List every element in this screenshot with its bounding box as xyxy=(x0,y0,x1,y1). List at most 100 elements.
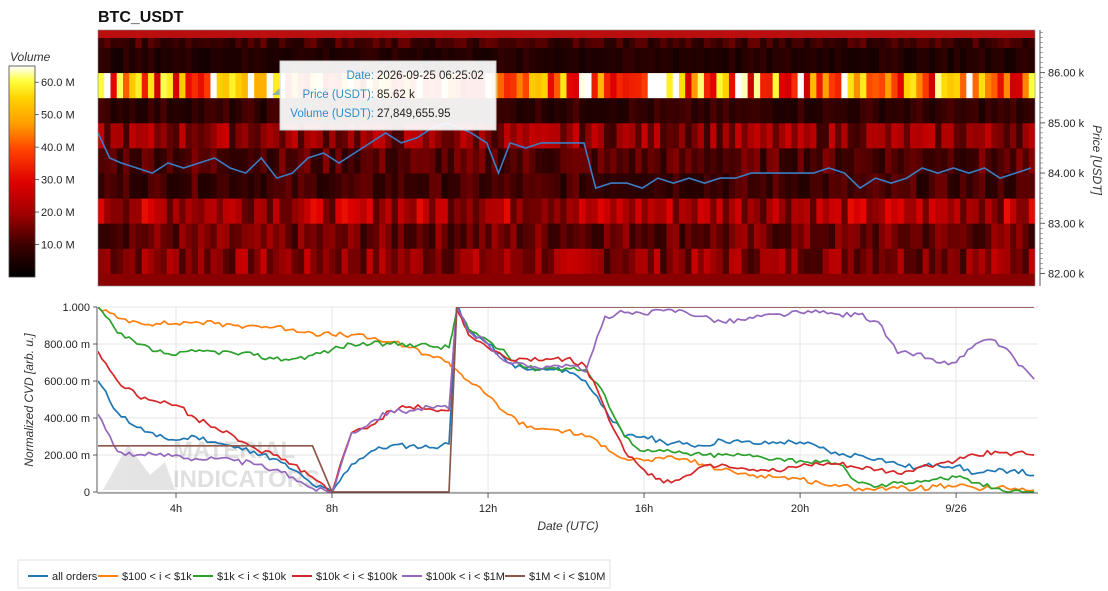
heatmap-cell xyxy=(985,173,992,199)
price-tick-label: 82.00 k xyxy=(1048,268,1085,280)
heatmap-cell xyxy=(972,72,980,99)
heatmap-cell xyxy=(616,30,624,48)
heatmap-cell xyxy=(772,198,780,224)
heatmap-cell xyxy=(572,147,580,174)
heatmap-cell xyxy=(1003,122,1011,149)
heatmap-cell xyxy=(435,173,443,199)
heatmap-cell xyxy=(660,223,668,249)
heatmap-cell xyxy=(122,147,130,174)
heatmap-cell xyxy=(1028,72,1035,99)
heatmap-cell xyxy=(291,30,299,48)
heatmap-cell xyxy=(591,97,599,124)
heatmap-cell xyxy=(835,147,842,174)
heatmap-cell xyxy=(204,30,212,48)
heatmap-cell xyxy=(266,198,274,224)
heatmap-cell xyxy=(747,173,755,199)
heatmap-cell xyxy=(628,248,636,274)
heatmap-cell xyxy=(572,223,580,249)
heatmap-cell xyxy=(1003,97,1011,124)
heatmap-cell xyxy=(235,147,243,174)
heatmap-cell xyxy=(1010,30,1017,48)
heatmap-cell xyxy=(866,223,874,249)
heatmap-cell xyxy=(903,72,911,99)
heatmap-cell xyxy=(272,72,280,99)
heatmap-cell xyxy=(735,30,743,48)
heatmap-cell xyxy=(978,173,986,199)
heatmap-cell xyxy=(816,122,824,149)
heatmap-cell xyxy=(385,198,393,224)
heatmap-cell xyxy=(578,173,586,199)
heatmap-cell xyxy=(366,30,374,48)
legend-item[interactable]: $1k < i < $10k xyxy=(193,571,287,583)
heatmap-cell xyxy=(272,198,280,224)
heatmap-cell xyxy=(122,47,130,74)
heatmap-cell xyxy=(191,122,199,149)
heatmap-cell xyxy=(572,97,580,124)
heatmap-cell xyxy=(1003,198,1011,224)
heatmap-cell xyxy=(610,30,618,48)
heatmap-cell xyxy=(372,173,380,199)
heatmap-cell xyxy=(610,198,618,224)
heatmap-cell xyxy=(897,97,905,124)
heatmap-cell xyxy=(560,248,568,274)
heatmap-cell xyxy=(947,198,955,224)
heatmap-cell xyxy=(660,147,668,174)
tooltip-volume-label: Volume (USDT): xyxy=(290,108,374,120)
heatmap-cell xyxy=(960,47,967,74)
heatmap-cell xyxy=(866,147,874,174)
heatmap-cell xyxy=(341,223,349,249)
heatmap-cell xyxy=(972,248,980,274)
heatmap-cell xyxy=(104,223,112,249)
heatmap-cell xyxy=(535,72,543,99)
heatmap-cell xyxy=(685,223,693,249)
heatmap-cell xyxy=(416,30,424,48)
heatmap-cell xyxy=(878,173,886,199)
heatmap-cell xyxy=(560,223,568,249)
heatmap-cell xyxy=(928,248,936,274)
heatmap-cell xyxy=(110,122,118,149)
heatmap-cell xyxy=(504,147,511,174)
heatmap-cell xyxy=(866,47,874,74)
legend[interactable]: all orders $100 < i < $1k $1k < i < $10k $1… xyxy=(28,571,605,583)
heatmap-cell xyxy=(510,47,518,74)
heatmap-cell xyxy=(366,122,374,149)
heatmap-cell xyxy=(691,198,699,224)
heatmap-cell xyxy=(316,248,324,274)
heatmap-cell xyxy=(966,173,974,199)
legend-item[interactable]: $1M < i < $10M xyxy=(505,571,605,583)
heatmap-cell xyxy=(847,30,855,48)
heatmap-cell xyxy=(210,173,218,199)
heatmap-cell xyxy=(691,248,699,274)
heatmap-cell xyxy=(928,223,936,249)
heatmap-cell xyxy=(835,248,842,274)
heatmap-cell xyxy=(529,147,536,174)
heatmap-cell xyxy=(166,248,174,274)
heatmap-cell xyxy=(1022,248,1030,274)
legend-label: $10k < i < $100k xyxy=(316,571,398,583)
heatmap-cell xyxy=(760,122,767,149)
heatmap-cell xyxy=(997,198,1005,224)
heatmap-cell xyxy=(566,47,574,74)
legend-item[interactable]: all orders xyxy=(28,571,98,583)
heatmap-cell xyxy=(835,173,842,199)
heatmap-cell xyxy=(960,147,967,174)
heatmap-cell xyxy=(372,223,380,249)
heatmap-cell xyxy=(191,97,199,124)
heatmap-cell xyxy=(822,248,830,274)
heatmap-cell xyxy=(941,122,949,149)
heatmap-cell xyxy=(1022,97,1030,124)
heatmap-cell xyxy=(872,30,880,48)
heatmap-cell xyxy=(485,248,493,274)
heatmap-cell xyxy=(422,122,430,149)
heatmap-cell xyxy=(760,223,767,249)
heatmap-cell xyxy=(966,97,974,124)
heatmap-cell xyxy=(816,72,824,99)
heatmap-cell xyxy=(635,223,643,249)
heatmap-cell xyxy=(960,198,967,224)
heatmap-cell xyxy=(810,147,817,174)
heatmap-cell xyxy=(110,198,118,224)
legend-item[interactable]: $100 < i < $1k xyxy=(98,571,192,583)
legend-item[interactable]: $10k < i < $100k xyxy=(292,571,398,583)
legend-item[interactable]: $100k < i < $1M xyxy=(402,571,505,583)
heatmap-cell xyxy=(697,147,705,174)
